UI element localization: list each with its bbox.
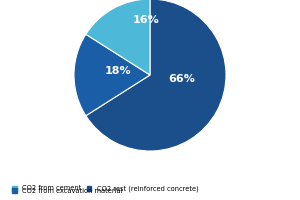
Legend: CO2 from cement, CO2 rest (reinforced concrete): CO2 from cement, CO2 rest (reinforced co…	[9, 183, 201, 195]
Text: 16%: 16%	[133, 15, 160, 25]
Legend: CO2 from excavation material: CO2 from excavation material	[9, 185, 125, 197]
Text: 66%: 66%	[169, 74, 195, 84]
Wedge shape	[86, 0, 226, 151]
Wedge shape	[74, 34, 150, 116]
Wedge shape	[86, 0, 150, 75]
Text: 18%: 18%	[105, 66, 131, 76]
